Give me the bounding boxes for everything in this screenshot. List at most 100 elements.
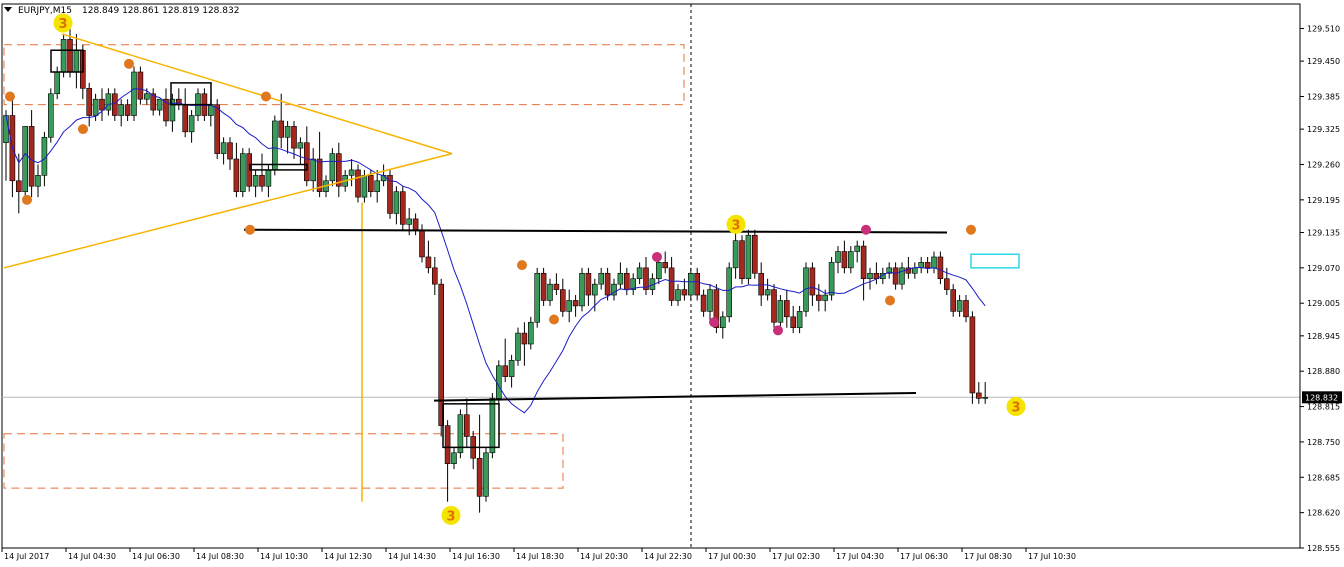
wave-marker-circle [53, 13, 73, 33]
candle-body [188, 115, 195, 133]
drawings-front-layer [3, 33, 1020, 502]
pattern-box [442, 403, 500, 449]
x-tick-label: 14 Jul 20:30 [580, 552, 628, 561]
x-tick-label: 17 Jul 02:30 [772, 552, 820, 561]
candle-body [86, 88, 92, 116]
x-tick-label: 14 Jul 2017 [4, 552, 49, 561]
candle-body [35, 175, 41, 187]
candle-body [259, 175, 265, 187]
wave-marker-circle [1006, 397, 1026, 417]
candle-body [713, 289, 720, 328]
y-tick-label: 129.135 [1307, 228, 1340, 237]
candle-body [662, 262, 669, 269]
candle-body [137, 71, 144, 100]
candle-body [630, 278, 637, 290]
candle-body [227, 142, 233, 160]
candle-body [796, 311, 803, 328]
candle-body [457, 414, 464, 454]
candle-body [931, 256, 937, 269]
candle-body [739, 240, 745, 280]
candle-body [438, 283, 445, 426]
candle-body [815, 294, 822, 301]
candle-body [169, 98, 176, 122]
candle-body [623, 272, 630, 290]
candle-body [284, 126, 291, 138]
candle-body [847, 251, 854, 269]
triangle-lower-line [3, 152, 453, 269]
candle-body [822, 294, 829, 301]
wave-marker-circle [441, 505, 461, 525]
candle-body [764, 289, 771, 296]
candle-body [444, 425, 451, 464]
candle-body [54, 71, 61, 95]
candle-body [566, 300, 573, 312]
candle-body [28, 126, 35, 187]
y-tick-label: 129.005 [1307, 299, 1340, 308]
current-price-tag [1302, 391, 1342, 404]
candle-body [719, 316, 726, 328]
candle-body [547, 283, 553, 301]
pivot-marker [652, 251, 662, 262]
candle-body [99, 98, 105, 111]
candle-body [604, 272, 611, 296]
demand-zone [3, 433, 564, 489]
candle-body [540, 272, 547, 301]
candles-layer [3, 28, 989, 513]
candle-body [950, 289, 957, 312]
candle-body [118, 104, 124, 116]
candle-body [131, 71, 137, 116]
candle-body [655, 262, 662, 280]
wave-marker-circle [726, 214, 746, 234]
candle-body [611, 283, 617, 296]
candle-body [937, 256, 944, 280]
candle-body [700, 294, 707, 312]
candle-body [451, 452, 457, 464]
chart-menu-icon[interactable] [4, 7, 12, 12]
candle-body [463, 414, 470, 437]
candle-body [771, 289, 777, 323]
y-tick-label: 129.260 [1307, 160, 1340, 169]
candle-body [745, 234, 752, 280]
candle-body [579, 272, 585, 307]
candle-body [975, 392, 982, 399]
wave-marker-label: 3 [58, 17, 67, 32]
candle-body [777, 300, 784, 323]
candle-body [899, 267, 905, 285]
candle-body [73, 49, 80, 73]
candle-body [591, 283, 598, 296]
candle-body [22, 126, 29, 192]
candle-body [982, 397, 989, 399]
candle-body [841, 251, 848, 269]
candle-body [879, 272, 886, 280]
pivot-marker [966, 224, 976, 235]
pivot-marker [861, 224, 871, 235]
candle-body [112, 93, 118, 116]
candle-body [515, 332, 521, 361]
x-tick-label: 14 Jul 10:30 [260, 552, 308, 561]
y-tick-label: 129.325 [1307, 125, 1340, 134]
x-tick-label: 14 Jul 22:30 [644, 552, 692, 561]
candle-body [553, 283, 560, 290]
candle-body [809, 267, 816, 296]
candle-body [406, 218, 413, 225]
candle-body [681, 289, 688, 296]
candle-body [668, 267, 675, 301]
candle-body [585, 272, 592, 296]
x-tick-label: 14 Jul 14:30 [388, 552, 436, 561]
candle-body [726, 267, 733, 318]
x-tick-label: 17 Jul 10:30 [1028, 552, 1076, 561]
candle-body [335, 153, 342, 187]
candle-body [854, 245, 861, 252]
wave-marker-label: 3 [1011, 401, 1020, 416]
pivot-marker [22, 194, 32, 205]
pattern-box [50, 49, 84, 73]
y-tick-label: 129.385 [1307, 92, 1340, 101]
x-tick-label: 14 Jul 16:30 [452, 552, 500, 561]
candle-body [675, 289, 681, 301]
y-tick-label: 129.195 [1307, 196, 1340, 205]
candle-body [303, 142, 310, 182]
candle-body [393, 191, 400, 214]
candle-body [495, 365, 502, 399]
